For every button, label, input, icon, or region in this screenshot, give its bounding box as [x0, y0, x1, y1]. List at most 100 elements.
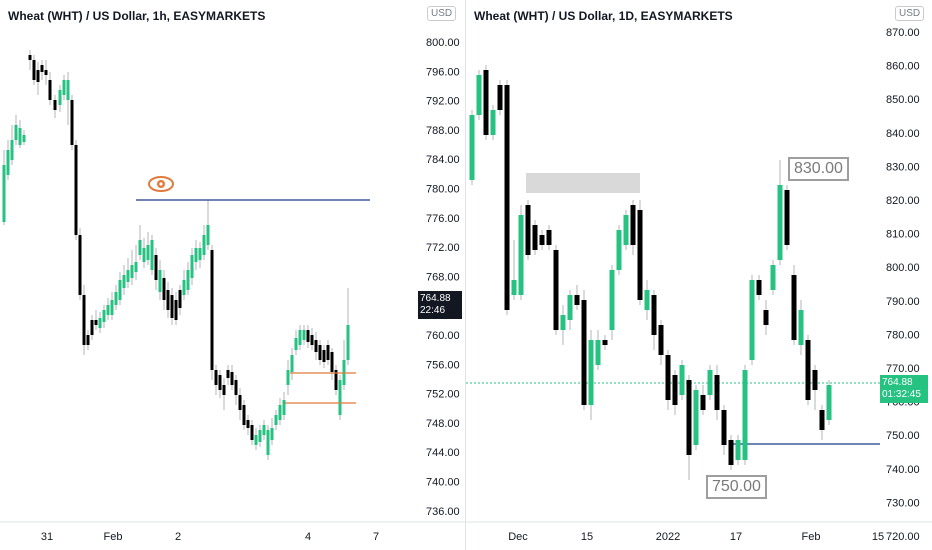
- price-axis-label: 770.00: [886, 363, 920, 375]
- annotation-low-label[interactable]: 750.00: [706, 475, 767, 499]
- candle-body: [86, 335, 90, 345]
- candle-body: [36, 70, 40, 82]
- price-axis-label: 850.00: [886, 94, 920, 106]
- candle-body: [784, 190, 790, 245]
- candle-body: [805, 340, 811, 400]
- currency-badge[interactable]: USD: [427, 6, 457, 21]
- candle-body: [665, 355, 671, 400]
- candle-body: [258, 430, 262, 442]
- candle-body: [186, 270, 190, 290]
- candle-body: [525, 205, 531, 255]
- candle-body: [150, 240, 154, 270]
- candle-body: [32, 60, 36, 80]
- candle-body: [777, 185, 783, 260]
- chart-panel-1d[interactable]: Wheat (WHT) / US Dollar, 1D, EASYMARKETS…: [466, 0, 932, 550]
- last-price-tag: 764.88 01:32:45: [880, 375, 928, 403]
- candle-body: [700, 395, 706, 410]
- price-axis-label: 796.00: [426, 66, 460, 78]
- candle-body: [182, 280, 186, 295]
- candle-body: [178, 290, 182, 308]
- candle-body: [138, 240, 142, 255]
- eye-icon: [148, 176, 174, 192]
- candle-body: [539, 235, 545, 245]
- price-axis-label: 740.00: [886, 464, 920, 476]
- price-axis-label: 860.00: [886, 61, 920, 73]
- candle-body: [567, 295, 573, 320]
- candle-body: [74, 145, 78, 235]
- candle-body: [330, 352, 334, 372]
- candle-body: [154, 255, 158, 280]
- candle-body: [270, 428, 274, 440]
- annotation-high-label[interactable]: 830.00: [788, 157, 849, 181]
- price-axis-label: 756.00: [426, 359, 460, 371]
- candle-body: [194, 248, 198, 262]
- candle-body: [290, 355, 294, 372]
- candle-body: [250, 425, 254, 440]
- candle-body: [721, 410, 727, 445]
- time-axis-label: 15: [872, 531, 884, 543]
- candle-body: [286, 370, 290, 385]
- time-axis-label: Dec: [508, 531, 528, 543]
- resistance-zone[interactable]: [526, 173, 640, 193]
- candle-body: [126, 270, 130, 282]
- candle-body: [602, 340, 608, 345]
- candle-body: [110, 300, 114, 315]
- price-axis-label: 748.00: [426, 418, 460, 430]
- candle-body: [234, 380, 238, 395]
- candle-body: [2, 165, 6, 222]
- panel-divider[interactable]: [465, 0, 466, 550]
- candle-body: [146, 245, 150, 260]
- candle-body: [10, 140, 14, 160]
- candle-body: [130, 265, 134, 278]
- price-axis-label: 810.00: [886, 229, 920, 241]
- price-axis-label: 752.00: [426, 389, 460, 401]
- candle-body: [238, 395, 242, 410]
- time-axis-label: Feb: [802, 531, 821, 543]
- candle-body: [14, 125, 18, 140]
- candle-body: [158, 270, 162, 292]
- price-axis-label: 760.00: [426, 330, 460, 342]
- candle-body: [202, 235, 206, 255]
- price-axis-label: 784.00: [426, 154, 460, 166]
- chart-canvas[interactable]: 870.00 860.00 850.00 840.00 830.00 820.00 810.…: [466, 0, 932, 550]
- candle-body: [693, 390, 699, 445]
- candle-body: [518, 215, 524, 295]
- last-price-tag: 764.88 22:46: [418, 291, 462, 319]
- price-axis-label: 768.00: [426, 271, 460, 283]
- candle-body: [490, 110, 496, 135]
- candle-body: [560, 315, 566, 330]
- candle-body: [672, 375, 678, 405]
- price-axis-label: 776.00: [426, 213, 460, 225]
- candle-body: [210, 250, 214, 370]
- chart-title: Wheat (WHT) / US Dollar, 1h, EASYMARKETS: [8, 9, 266, 23]
- candle-body: [707, 370, 713, 395]
- candle-body: [791, 275, 797, 340]
- candle-body: [118, 280, 122, 300]
- time-axis-label: 4: [305, 531, 311, 543]
- candle-body: [763, 310, 769, 325]
- candle-body: [812, 370, 818, 390]
- candle-body: [574, 295, 580, 305]
- price-axis-label: 840.00: [886, 128, 920, 140]
- candle-body: [48, 80, 52, 100]
- candle-body: [609, 270, 615, 330]
- price-axis-label: 830.00: [886, 161, 920, 173]
- time-axis-label: 7: [373, 531, 379, 543]
- price-axis-label: 870.00: [886, 27, 920, 39]
- price-axis-label: 730.00: [886, 497, 920, 509]
- chart-canvas[interactable]: 800.00 796.00 792.00 788.00 784.00 780.00 776.…: [0, 0, 466, 550]
- price-axis-label: 780.00: [886, 329, 920, 341]
- currency-badge[interactable]: USD: [895, 6, 925, 21]
- candle-body: [222, 385, 226, 395]
- time-axis-label: 31: [41, 531, 53, 543]
- chart-panel-1h[interactable]: Wheat (WHT) / US Dollar, 1h, EASYMARKETS…: [0, 0, 466, 550]
- candle-body: [94, 320, 98, 325]
- candle-body: [770, 265, 776, 290]
- price-axis-label: 736.00: [426, 506, 460, 518]
- price-axis-label: 792.00: [426, 96, 460, 108]
- candle-body: [553, 250, 559, 330]
- candle-body: [190, 255, 194, 278]
- candle-body: [170, 295, 174, 318]
- candle-body: [44, 70, 48, 75]
- price-axis-label: 744.00: [426, 447, 460, 459]
